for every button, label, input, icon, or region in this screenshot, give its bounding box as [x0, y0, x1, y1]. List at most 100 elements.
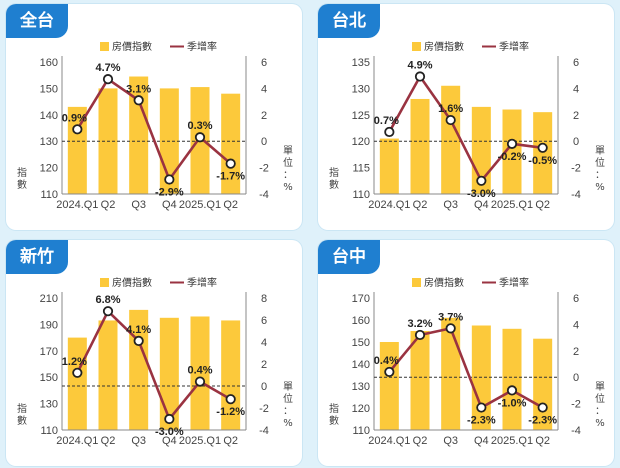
right-tick: 6: [573, 57, 579, 69]
bar: [379, 342, 399, 430]
right-tick: 4: [261, 83, 267, 95]
data-label: -0.2%: [498, 151, 527, 163]
data-label: 4.9%: [407, 60, 432, 72]
x-tick: Q3: [443, 199, 458, 211]
growth-point: [164, 174, 175, 185]
x-tick: 2025.Q1: [179, 199, 221, 211]
left-tick: 170: [40, 346, 58, 358]
left-tick: 150: [352, 337, 370, 349]
growth-point: [72, 124, 83, 135]
growth-point: [102, 74, 114, 85]
left-tick: 130: [352, 381, 370, 393]
right-tick: 0: [573, 136, 579, 148]
data-label: 0.9%: [62, 112, 87, 124]
right-tick: 6: [573, 293, 579, 305]
right-tick: 4: [573, 83, 579, 95]
x-tick: Q2: [101, 435, 116, 447]
right-tick: -2: [571, 399, 581, 411]
right-tick: 2: [573, 346, 579, 358]
right-tick: 2: [261, 359, 267, 371]
right-tick: 4: [261, 337, 267, 349]
growth-point: [384, 126, 395, 138]
x-tick: Q3: [131, 199, 146, 211]
ylabel-right: 單位：%: [283, 381, 293, 429]
legend-label-index: 房價指數: [424, 40, 464, 53]
growth-point: [72, 367, 83, 378]
legend-label-index: 房價指數: [112, 276, 152, 289]
growth-point: [164, 413, 175, 425]
data-label: -3.0%: [467, 188, 496, 200]
data-label: -1.0%: [498, 397, 527, 409]
chart-svg-all: 房價指數 季增率 110 120 130 140 150 160 -4 -2 0 2 4 6 2024.Q1…: [17, 40, 293, 211]
ylabel-right: 單位：%: [283, 145, 293, 193]
data-label: 3.2%: [407, 318, 432, 330]
growth-point: [384, 366, 395, 378]
chart-panel-taichung: 台中 房價指數 季增率 110 120 130 140 150 160 170 -4 -2 0 2 4 6 2…: [318, 240, 614, 466]
legend-label-growth: 季增率: [187, 40, 217, 53]
x-tick: Q2: [223, 199, 238, 211]
data-label: 0.4%: [374, 355, 399, 367]
chart-panel-hsinchu: 新竹 房價指數 季增率 110 130 150 170 190 210 -4 -2 0 2 4 6 8 202…: [6, 240, 302, 466]
chart-panel-taipei: 台北 房價指數 季增率 110 115 120 125 130 135 -4 -2 0 2 4 6 2024…: [318, 4, 614, 230]
data-label: -0.5%: [528, 155, 557, 167]
right-tick: -2: [259, 403, 269, 415]
bar: [410, 331, 430, 430]
left-tick: 110: [352, 189, 370, 201]
panel-title: 新竹: [6, 240, 68, 274]
left-tick: 110: [352, 425, 370, 437]
growth-point: [506, 138, 518, 149]
x-tick: 2025.Q1: [491, 435, 533, 447]
x-tick: 2024.Q1: [56, 199, 98, 211]
x-tick: Q4: [474, 199, 489, 211]
left-tick: 150: [40, 372, 58, 384]
growth-point: [194, 132, 206, 143]
x-tick: Q3: [131, 435, 146, 447]
x-tick: Q4: [162, 199, 177, 211]
left-tick: 160: [352, 315, 370, 327]
data-label: 0.4%: [187, 365, 212, 377]
ylabel-left: 指數: [17, 402, 27, 427]
left-tick: 190: [40, 319, 58, 331]
data-label: 0.3%: [187, 120, 212, 132]
bar: [190, 316, 210, 430]
right-tick: -4: [259, 425, 269, 437]
data-label: 0.7%: [374, 115, 399, 127]
legend-label-index: 房價指數: [112, 40, 152, 53]
panel-title: 全台: [6, 4, 68, 38]
ylabel-right: 單位：%: [595, 145, 605, 193]
chart-svg-taichung: 房價指數 季增率 110 120 130 140 150 160 170 -4 -2 0 2 4 6 2024…: [329, 276, 605, 447]
data-label: 1.6%: [438, 103, 463, 115]
left-tick: 210: [40, 293, 58, 305]
x-tick: Q2: [413, 435, 428, 447]
left-tick: 120: [352, 136, 370, 148]
growth-line: [76, 309, 232, 421]
bar: [441, 317, 461, 430]
legend-swatch-index: [412, 42, 421, 51]
left-tick: 150: [40, 83, 58, 95]
x-tick: Q2: [223, 435, 238, 447]
right-tick: 2: [261, 110, 267, 122]
growth-line: [76, 77, 232, 181]
left-tick: 115: [352, 163, 370, 175]
data-label: 4.1%: [126, 324, 151, 336]
growth-point: [414, 71, 426, 82]
growth-point: [414, 329, 426, 341]
growth-point: [133, 335, 144, 347]
legend-label-growth: 季增率: [187, 276, 217, 289]
growth-line: [388, 75, 543, 183]
x-tick: 2024.Q1: [56, 435, 98, 447]
data-label: 1.2%: [62, 356, 87, 368]
legend-label-growth: 季增率: [499, 276, 529, 289]
x-tick: Q4: [162, 435, 177, 447]
left-tick: 130: [352, 83, 370, 95]
left-tick: 125: [352, 110, 370, 122]
legend-swatch-index: [100, 42, 109, 51]
growth-point: [445, 323, 456, 334]
growth-point: [194, 376, 206, 387]
data-label: 3.7%: [438, 311, 463, 323]
left-tick: 160: [40, 57, 58, 69]
growth-point: [476, 175, 487, 186]
right-tick: -4: [571, 425, 581, 437]
panel-title: 台中: [318, 240, 380, 274]
